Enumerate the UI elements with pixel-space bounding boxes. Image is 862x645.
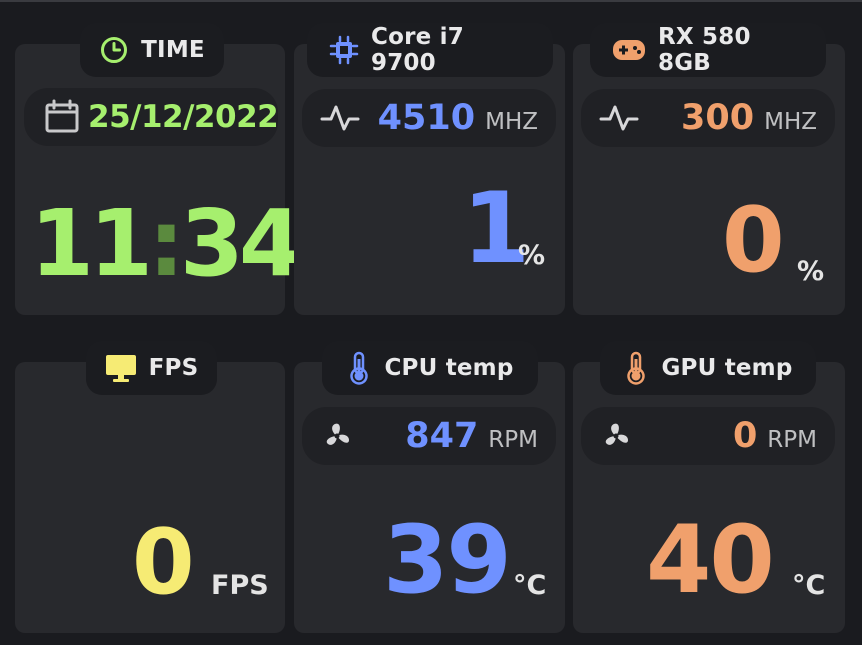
gpu-title-pill: RX 580 8GB — [590, 23, 826, 77]
cpu-temp-value: 39 — [383, 506, 512, 615]
gpu-load-value: 0 — [722, 188, 785, 293]
gpu-temp-value: 40 — [646, 506, 775, 615]
gpu-clock-pill: 300 MHZ — [581, 89, 835, 147]
fan-icon — [599, 419, 633, 453]
time-title: TIME — [141, 37, 205, 63]
gamepad-icon — [612, 37, 646, 63]
fps-card — [15, 362, 285, 633]
gpu-fan-value: 0 — [732, 416, 758, 456]
thermometer-icon — [623, 351, 649, 385]
cpu-fan-pill: 847 RPM — [302, 407, 556, 465]
fps-value: 0 — [132, 510, 195, 615]
cpu-load-unit: % — [518, 240, 546, 271]
fan-icon — [320, 419, 354, 453]
gpu-fan-pill: 0 RPM — [581, 407, 835, 465]
cpu-clock-value: 4510 — [377, 98, 476, 138]
date-pill: 25/12/2022 — [24, 88, 279, 146]
gpu-temp-title-pill: GPU temp — [600, 341, 816, 395]
gpu-temp-unit: °C — [792, 570, 826, 601]
cpu-temp-title-pill: CPU temp — [322, 341, 538, 395]
top-border — [0, 0, 862, 2]
gpu-temp-title: GPU temp — [661, 355, 793, 381]
pulse-icon — [320, 102, 360, 134]
cpu-temp-title: CPU temp — [384, 355, 514, 381]
cpu-clock-pill: 4510 MHZ — [302, 89, 556, 147]
cpu-fan-value: 847 — [405, 416, 479, 456]
gpu-clock-unit: MHZ — [764, 109, 817, 135]
clock-hours: 11 — [30, 190, 153, 297]
calendar-icon — [44, 99, 80, 135]
cpu-temp-unit: °C — [513, 570, 547, 601]
gpu-title: RX 580 8GB — [658, 24, 751, 76]
cpu-clock-unit: MHZ — [485, 109, 538, 135]
monitor-icon — [105, 353, 137, 383]
fps-title: FPS — [148, 355, 199, 381]
cpu-load-value: 1 — [462, 172, 530, 286]
thermometer-icon — [346, 351, 372, 385]
pulse-icon — [599, 102, 639, 134]
gpu-fan-unit: RPM — [767, 427, 817, 453]
gpu-load-unit: % — [797, 256, 825, 287]
clock-separator: : — [148, 190, 185, 297]
chip-icon — [329, 35, 359, 65]
time-title-pill: TIME — [80, 23, 224, 77]
gpu-clock-value: 300 — [681, 98, 755, 138]
date-value: 25/12/2022 — [88, 99, 279, 135]
fps-unit: FPS — [211, 570, 269, 601]
cpu-fan-unit: RPM — [488, 427, 538, 453]
clock-minutes: 34 — [179, 190, 303, 297]
clock-readout: 11:34 — [30, 198, 303, 290]
clock-icon — [99, 35, 129, 65]
cpu-title-pill: Core i7 9700 — [307, 23, 553, 77]
cpu-title: Core i7 9700 — [371, 24, 464, 76]
fps-title-pill: FPS — [86, 341, 217, 395]
